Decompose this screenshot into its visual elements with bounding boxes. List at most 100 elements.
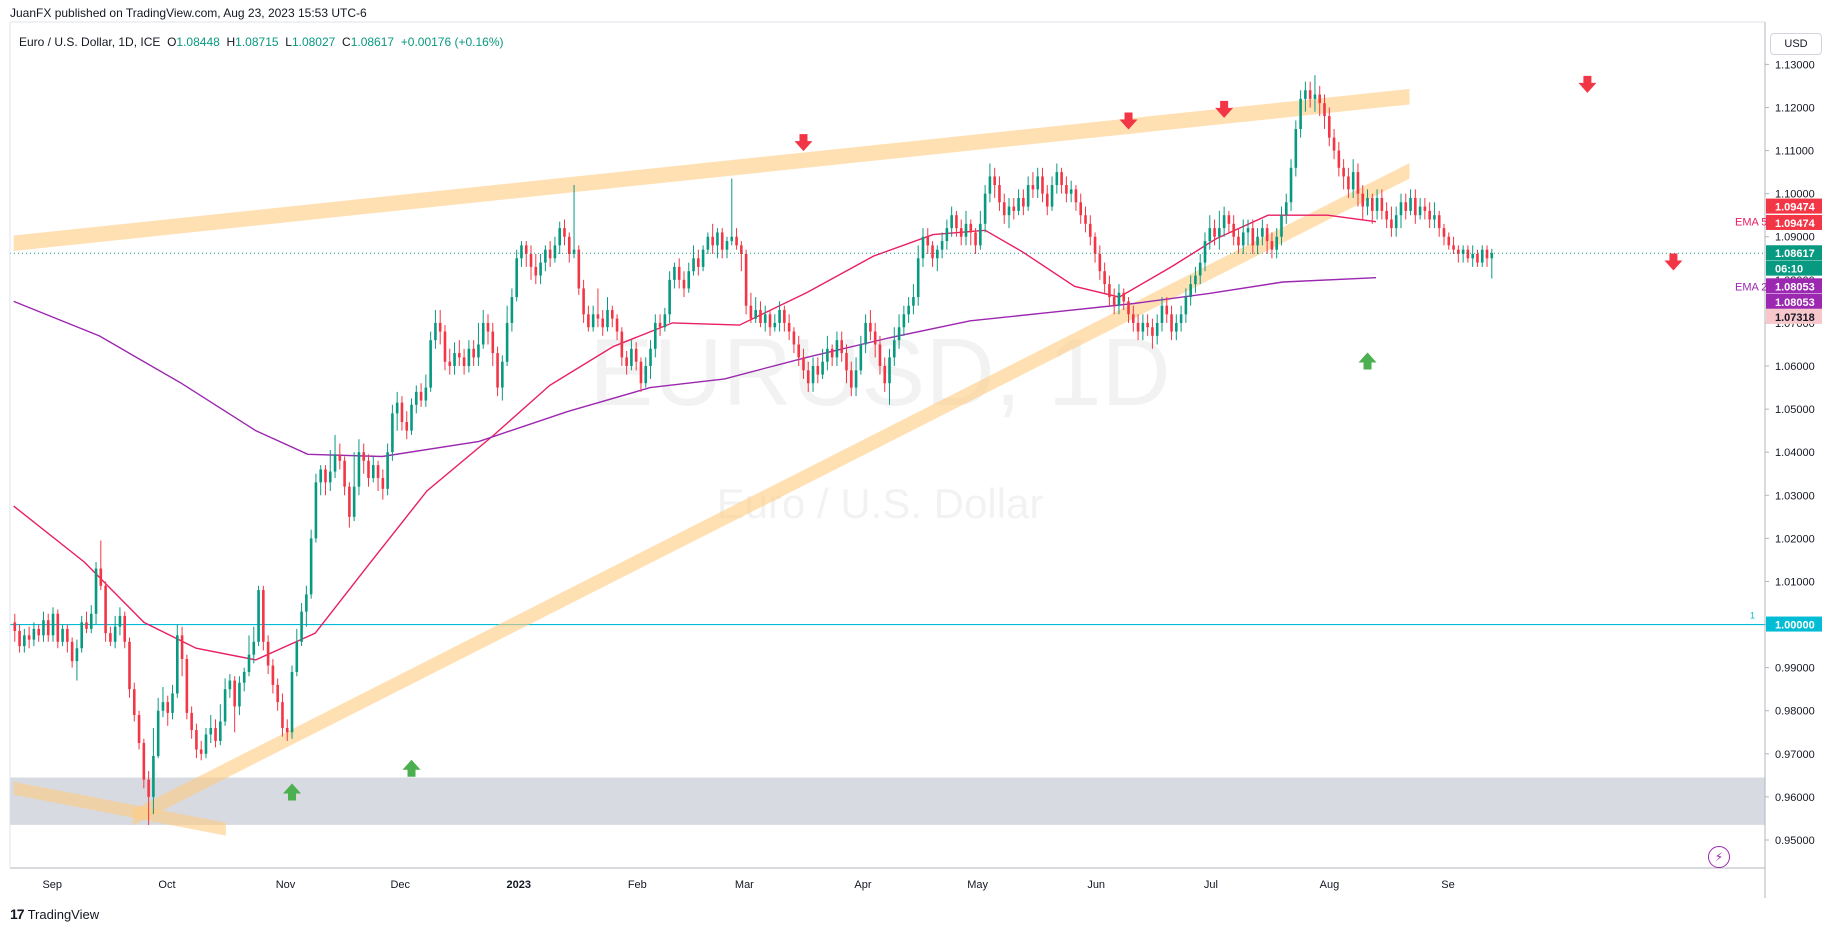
candle[interactable] <box>668 271 671 323</box>
candle[interactable] <box>161 687 165 718</box>
price-axis-badge[interactable] <box>1766 616 1822 632</box>
candle[interactable] <box>854 357 858 397</box>
arrow-down-icon[interactable] <box>1119 112 1138 130</box>
candle[interactable] <box>242 667 246 692</box>
candle[interactable] <box>969 219 973 246</box>
candle[interactable] <box>1280 206 1283 246</box>
candle[interactable] <box>1055 163 1059 194</box>
candle[interactable] <box>1418 197 1422 220</box>
candle[interactable] <box>682 271 686 298</box>
candle[interactable] <box>1414 189 1417 224</box>
candle[interactable] <box>448 348 452 375</box>
candle[interactable] <box>1490 248 1494 279</box>
candle[interactable] <box>1356 163 1360 207</box>
candle[interactable] <box>663 307 667 332</box>
candle[interactable] <box>606 297 609 332</box>
candle[interactable] <box>821 348 824 379</box>
candle[interactable] <box>572 185 576 259</box>
candle[interactable] <box>185 654 189 720</box>
candle[interactable] <box>357 439 361 496</box>
candle[interactable] <box>309 529 313 599</box>
candle[interactable] <box>1428 202 1431 229</box>
candle[interactable] <box>1194 266 1197 293</box>
candle[interactable] <box>228 674 232 698</box>
candle[interactable] <box>472 340 475 367</box>
candle[interactable] <box>1457 245 1460 263</box>
candle[interactable] <box>1380 189 1384 220</box>
arrow-down-icon[interactable] <box>1215 100 1234 118</box>
candle[interactable] <box>1461 245 1465 263</box>
candle[interactable] <box>567 232 571 263</box>
candle[interactable] <box>849 361 853 397</box>
candle[interactable] <box>142 738 146 789</box>
candle[interactable] <box>893 327 896 367</box>
candle[interactable] <box>768 309 772 336</box>
candle[interactable] <box>1423 197 1427 220</box>
candle[interactable] <box>1318 85 1322 117</box>
candle[interactable] <box>763 305 767 332</box>
candle[interactable] <box>1146 314 1149 336</box>
candle[interactable] <box>596 288 600 328</box>
candle[interactable] <box>1170 305 1173 341</box>
candle[interactable] <box>1103 262 1106 293</box>
candle[interactable] <box>974 228 977 254</box>
candle[interactable] <box>333 434 337 479</box>
candle[interactable] <box>1031 172 1035 198</box>
candle[interactable] <box>1361 185 1365 220</box>
candle[interactable] <box>152 727 155 815</box>
candle[interactable] <box>171 684 174 720</box>
candle[interactable] <box>443 325 447 371</box>
candle[interactable] <box>362 443 366 474</box>
candle[interactable] <box>505 305 509 367</box>
candle[interactable] <box>252 626 256 664</box>
candle[interactable] <box>945 219 949 250</box>
candle[interactable] <box>113 615 117 649</box>
candle[interactable] <box>658 314 662 336</box>
candle[interactable] <box>630 340 633 371</box>
candle[interactable] <box>32 622 36 647</box>
candle[interactable] <box>587 305 590 332</box>
candle[interactable] <box>998 176 1001 211</box>
candle[interactable] <box>907 297 910 323</box>
candle[interactable] <box>826 335 829 371</box>
candle[interactable] <box>1050 176 1054 211</box>
candle[interactable] <box>290 665 294 739</box>
price-axis-badge[interactable] <box>1766 260 1822 276</box>
candle[interactable] <box>219 704 222 746</box>
candle[interactable] <box>204 727 208 759</box>
candle[interactable] <box>281 693 284 737</box>
candle[interactable] <box>1227 210 1231 233</box>
candle[interactable] <box>1332 129 1336 160</box>
candle[interactable] <box>391 404 394 461</box>
candle[interactable] <box>806 361 810 392</box>
candle[interactable] <box>118 607 122 636</box>
candle[interactable] <box>501 355 504 401</box>
lightning-icon[interactable]: ⚡ <box>1708 846 1730 868</box>
candle[interactable] <box>1390 206 1393 237</box>
candle[interactable] <box>295 628 299 677</box>
candle[interactable] <box>434 309 437 349</box>
price-axis-badge[interactable] <box>1766 278 1822 294</box>
candle[interactable] <box>563 219 566 246</box>
candle[interactable] <box>51 607 55 642</box>
candle[interactable] <box>300 603 303 647</box>
candle[interactable] <box>415 385 418 414</box>
candle[interactable] <box>1347 167 1350 198</box>
candle[interactable] <box>558 221 561 254</box>
candle[interactable] <box>266 635 270 675</box>
candle[interactable] <box>510 288 514 332</box>
candle[interactable] <box>701 245 705 272</box>
candle[interactable] <box>1437 210 1441 237</box>
candle[interactable] <box>1433 202 1436 229</box>
candle[interactable] <box>314 473 318 543</box>
candle[interactable] <box>1060 167 1063 194</box>
candle[interactable] <box>1404 193 1408 220</box>
candle[interactable] <box>1275 228 1278 259</box>
candle[interactable] <box>176 624 179 698</box>
candle[interactable] <box>1108 275 1111 306</box>
candle[interactable] <box>13 613 17 642</box>
candle[interactable] <box>1112 288 1116 315</box>
candle[interactable] <box>615 314 619 341</box>
candle[interactable] <box>1241 219 1245 254</box>
candle[interactable] <box>730 178 734 246</box>
